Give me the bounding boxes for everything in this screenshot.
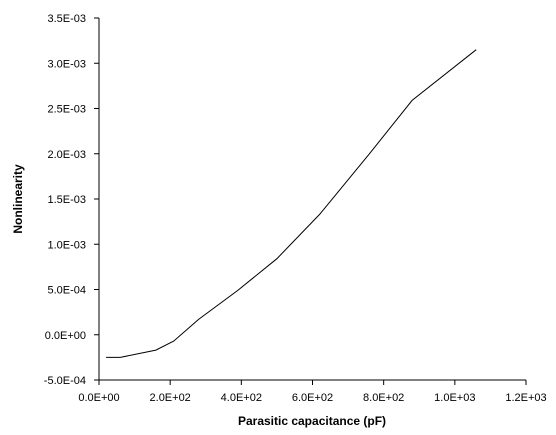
x-tick-label: 4.0E+02 bbox=[221, 392, 262, 404]
y-tick-label: 3.5E-03 bbox=[47, 13, 86, 25]
x-axis-ticks: 0.0E+00 2.0E+02 4.0E+02 6.0E+02 8.0E+02 1.0E+… bbox=[78, 380, 547, 404]
x-tick-label: 1.0E+03 bbox=[434, 392, 475, 404]
x-tick-label: 8.0E+02 bbox=[363, 392, 404, 404]
x-tick-label: 0.0E+00 bbox=[78, 392, 119, 404]
y-tick-label: 5.0E-04 bbox=[47, 285, 86, 297]
x-tick-label: 1.2E+03 bbox=[505, 392, 546, 404]
y-tick-label: 2.5E-03 bbox=[47, 104, 86, 116]
x-axis-title: Parasitic capacitance (pF) bbox=[238, 414, 386, 428]
y-tick-label: 1.0E-03 bbox=[47, 239, 86, 251]
y-tick-label: 2.0E-03 bbox=[47, 149, 86, 161]
series-line bbox=[106, 49, 477, 358]
x-tick-label: 6.0E+02 bbox=[292, 392, 333, 404]
y-axis-ticks: -5.0E-04 0.0E+00 5.0E-04 1.0E-03 1.5E-03 2.0E… bbox=[44, 13, 99, 387]
plot-area: 0.0E+00 2.0E+02 4.0E+02 6.0E+02 8.0E+02 1.0E+… bbox=[44, 13, 547, 404]
series-group bbox=[106, 49, 477, 358]
y-tick-label: -5.0E-04 bbox=[44, 375, 86, 387]
y-tick-label: 0.0E+00 bbox=[45, 330, 86, 342]
x-tick-label: 2.0E+02 bbox=[150, 392, 191, 404]
y-tick-label: 1.5E-03 bbox=[47, 194, 86, 206]
y-tick-label: 3.0E-03 bbox=[47, 58, 86, 70]
y-axis-title: Nonlinearity bbox=[11, 164, 25, 234]
